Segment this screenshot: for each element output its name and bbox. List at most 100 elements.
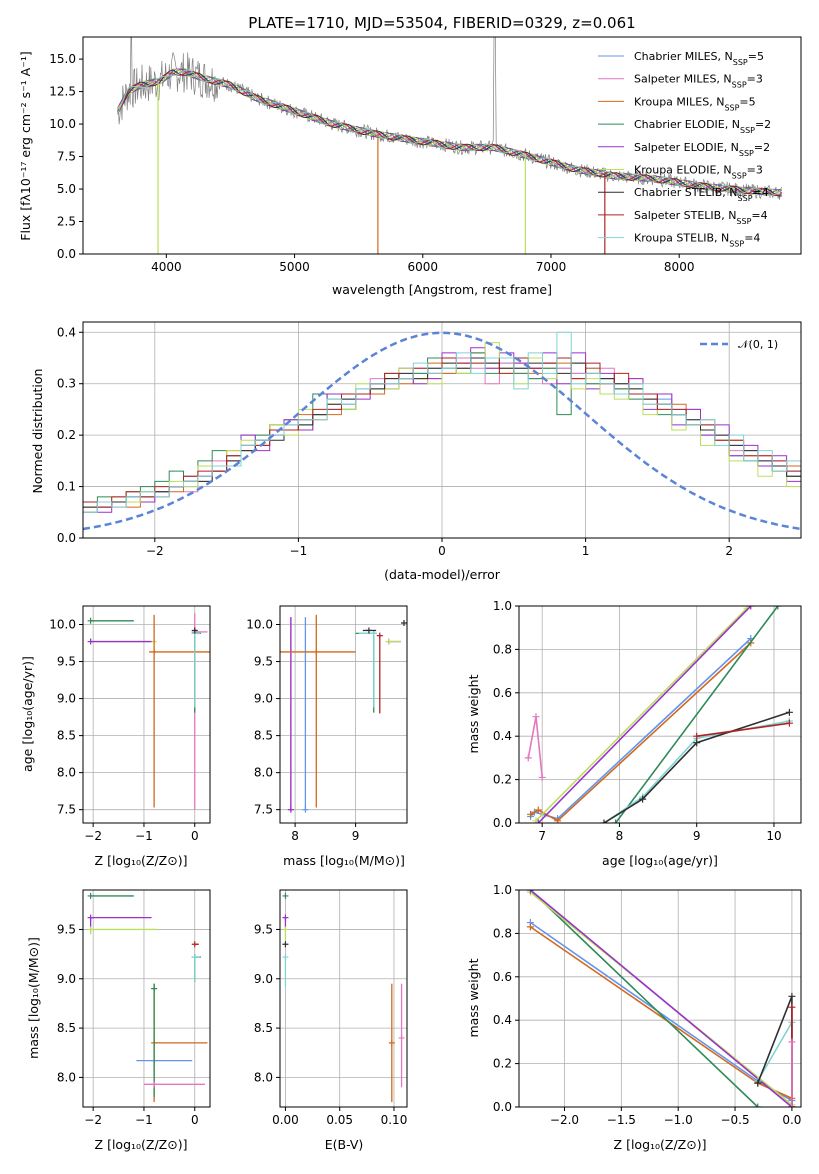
weight-vs-age-series-point: [538, 773, 546, 781]
residual-y-tick-label: 0.0: [57, 531, 76, 545]
weight-vs-z-series-point: [754, 1079, 762, 1087]
weight-vs-age-plot-area: [524, 606, 793, 823]
age-vs-z-frame: [82, 605, 211, 824]
spectrum-panel: PLATE=1710, MJD=53504, FIBERID=0329, z=0…: [18, 14, 802, 297]
age-vs-mass-point: [313, 648, 320, 655]
weight-vs-age-x-tick-label: 8: [616, 829, 624, 843]
mass-vs-z-y-tick-label: 9.5: [57, 922, 76, 936]
age-vs-z-point: [191, 627, 198, 634]
weight-vs-z-x-tick-label: 0.0: [782, 1113, 801, 1127]
residual-x-tick-label: −2: [146, 544, 164, 558]
weight-vs-age-series-point: [534, 819, 542, 823]
residual-legend-label: 𝒩(0, 1): [738, 338, 778, 351]
normal-reference-curve: [83, 331, 801, 531]
age-vs-z-y-tick-label: 9.0: [57, 692, 76, 706]
age-vs-z-x-tick-label: −1: [135, 829, 153, 843]
age-vs-metallicity-panel: Z [log₁₀(Z/Z⊙)] age [log₁₀(age/yr)] −2 −1…: [20, 605, 211, 868]
weight-vs-z-y-label: mass weight: [466, 958, 481, 1037]
residual-x-label: (data-model)/error: [384, 567, 501, 582]
mass-vs-z-point: [87, 926, 94, 933]
residual-x-tick-label: −1: [290, 544, 308, 558]
spectrum-legend-label: Salpeter MILES, NSSP=3: [634, 73, 763, 90]
age-vs-z-y-tick-label: 8.5: [57, 729, 76, 743]
weight-vs-z-x-label: Z [log₁₀(Z/Z⊙)]: [614, 1137, 707, 1152]
spectrum-observed-flux: [117, 37, 783, 200]
mass-vs-z-x-tick-label: −1: [135, 1113, 153, 1127]
weight-vs-age-series-point: [524, 754, 532, 762]
mass-vs-z-point: [87, 892, 94, 899]
age-vs-z-y-tick-label: 7.5: [57, 803, 76, 817]
weight-vs-age-y-tick-label: 0.0: [493, 816, 512, 830]
weight-vs-z-series-point: [526, 923, 534, 931]
weight-vs-age-series-point: [534, 806, 542, 814]
weight-vs-age-x-label: age [log₁₀(age/yr)]: [602, 853, 718, 868]
weight-vs-z-frame: [518, 889, 802, 1108]
weight-vs-age-y-label: mass weight: [466, 674, 481, 753]
spectrum-title: PLATE=1710, MJD=53504, FIBERID=0329, z=0…: [248, 14, 635, 32]
mass-vs-z-y-tick-label: 8.5: [57, 1021, 76, 1035]
age-vs-mass-point: [370, 630, 377, 637]
spectrum-legend-label: Chabrier MILES, NSSP=5: [634, 50, 764, 67]
spectrum-y-tick-label: 15.0: [49, 52, 76, 66]
age-vs-mass-y-tick-label: 9.5: [254, 655, 273, 669]
weight-vs-age-x-tick-label: 10: [766, 829, 781, 843]
mass-vs-z-point: [151, 1081, 158, 1088]
age-vs-mass-point: [287, 806, 294, 813]
weight-vs-age-series-point: [612, 819, 620, 823]
mass-vs-ebv-frame: [279, 889, 408, 1108]
mass-vs-ebv-point: [398, 1034, 405, 1041]
age-vs-z-x-tick-label: −2: [84, 829, 102, 843]
mass-vs-ebv-point: [282, 892, 289, 899]
spectrum-y-label: Flux [fλ10⁻¹⁷ erg cm⁻² s⁻¹ A⁻¹]: [18, 51, 33, 240]
age-vs-mass-x-tick-label: 8: [291, 829, 299, 843]
weight-vs-age-panel: age [log₁₀(age/yr)] mass weight 7 8 9 10 0.0…: [466, 599, 802, 868]
weight-vs-z-x-tick-label: −2.0: [550, 1113, 579, 1127]
mass-vs-ebv-y-tick-label: 8.5: [254, 1021, 273, 1035]
age-vs-z-y-label: age [log₁₀(age/yr)]: [20, 656, 35, 772]
weight-vs-age-series-line: [535, 607, 748, 822]
mass-vs-ebv-point: [282, 954, 289, 961]
weight-vs-age-series-point: [693, 732, 701, 740]
spectrum-x-tick-label: 7000: [536, 260, 567, 274]
age-vs-mass-point: [385, 638, 392, 645]
age-vs-z-point: [151, 648, 158, 655]
spectrum-x-tick-label: 5000: [279, 260, 310, 274]
age-vs-z-y-tick-label: 10.0: [49, 618, 76, 632]
mass-vs-z-x-tick-label: 0: [191, 1113, 199, 1127]
mass-vs-ebv-point: [282, 914, 289, 921]
weight-vs-age-series-point: [527, 810, 535, 818]
residual-y-tick-label: 0.4: [57, 325, 76, 339]
weight-vs-z-series-point: [788, 1003, 796, 1011]
weight-vs-z-series-line: [529, 890, 759, 1107]
spectrum-plot-area: [117, 37, 783, 254]
mass-vs-ebv-plot-area: [282, 892, 405, 1103]
mass-vs-ebv-x-label: E(B-V): [325, 1137, 364, 1152]
mass-vs-z-point: [191, 954, 198, 961]
spectrum-model-line: [117, 69, 783, 196]
spectrum-y-tick-label: 5.0: [57, 182, 76, 196]
weight-vs-age-series-point: [532, 713, 540, 721]
mass-vs-extinction-panel: E(B-V) 0.00 0.05 0.10 8.0 8.5 9.0 9.5: [254, 889, 408, 1152]
residual-histogram: [83, 331, 801, 513]
weight-vs-z-series-point: [526, 890, 534, 894]
age-vs-mass-y-tick-label: 7.5: [254, 803, 273, 817]
spectrum-legend-label: Salpeter STELIB, NSSP=4: [634, 209, 768, 226]
weight-vs-age-series-point: [774, 606, 782, 610]
residual-x-tick-label: 1: [582, 544, 590, 558]
weight-vs-age-y-tick-label: 0.6: [493, 686, 512, 700]
mass-vs-ebv-y-tick-label: 9.5: [254, 922, 273, 936]
mass-vs-z-plot-area: [87, 892, 208, 1103]
age-vs-mass-y-tick-label: 8.0: [254, 766, 273, 780]
weight-vs-z-y-tick-label: 0.6: [493, 970, 512, 984]
age-vs-mass-point: [365, 627, 372, 634]
weight-vs-age-series-point: [554, 817, 562, 823]
weight-vs-metallicity-panel: Z [log₁₀(Z/Z⊙)] mass weight −2.0 −1.5 −1.0…: [466, 883, 802, 1152]
weight-vs-age-series-point: [639, 795, 647, 803]
spectrum-legend-label: Kroupa ELODIE, NSSP=3: [634, 164, 763, 181]
weight-vs-z-series-point: [754, 1103, 762, 1107]
mass-vs-z-point: [87, 914, 94, 921]
weight-vs-z-series-point: [788, 992, 796, 1000]
weight-vs-age-x-tick-label: 9: [693, 829, 701, 843]
mass-vs-ebv-y-tick-label: 8.0: [254, 1070, 273, 1084]
weight-vs-z-x-tick-label: −0.5: [720, 1113, 749, 1127]
